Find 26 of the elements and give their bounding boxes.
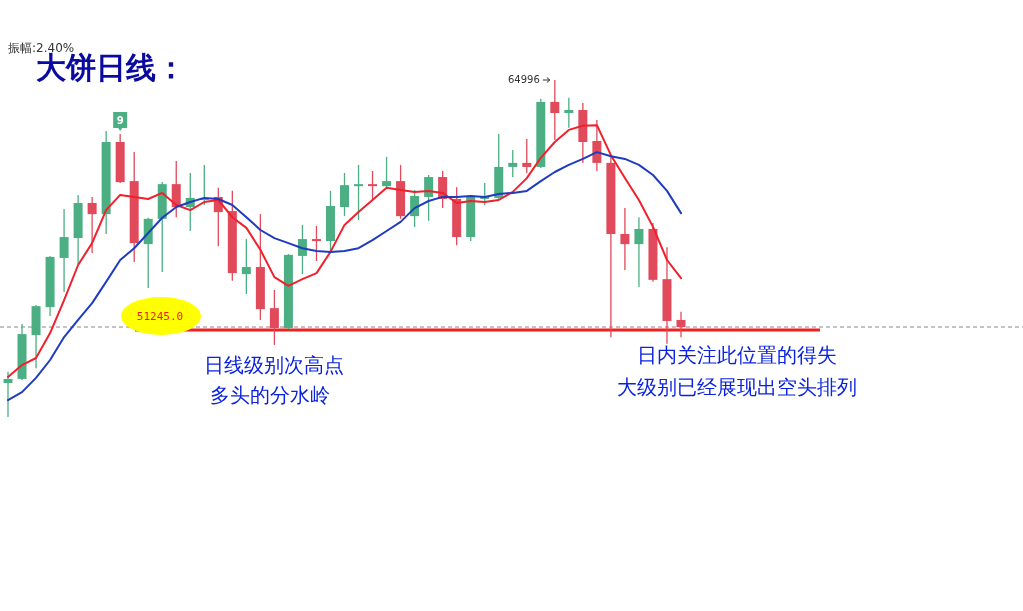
candlestick [3,371,13,418]
candlestick [59,208,69,293]
candlestick [634,216,644,288]
annotation: 大级别已经展现出空头排列 [617,376,857,398]
candlestick [241,238,251,295]
candlestick [311,225,321,262]
annotation: 日内关注此位置的得失 [637,344,837,366]
candlestick [354,164,364,221]
candlestick [564,97,574,129]
annotation: 多头的分水岭 [210,384,330,406]
chart-title: 大饼日线： [36,51,186,84]
candlestick [424,174,434,222]
annotation: 51245.0 [136,310,184,324]
candlestick [592,119,602,172]
candlestick [508,149,518,178]
annotation: 日线级别次高点 [204,354,344,376]
annotation: 64996 [508,74,540,85]
candlestick [620,207,630,271]
candlestick [368,170,378,201]
candlestick [522,138,532,174]
candlestick [87,196,97,254]
annotation: 9 [116,114,124,126]
candlestick [269,289,279,346]
candlestick [382,156,392,188]
candlestick [340,172,349,217]
candlestick [676,311,686,338]
